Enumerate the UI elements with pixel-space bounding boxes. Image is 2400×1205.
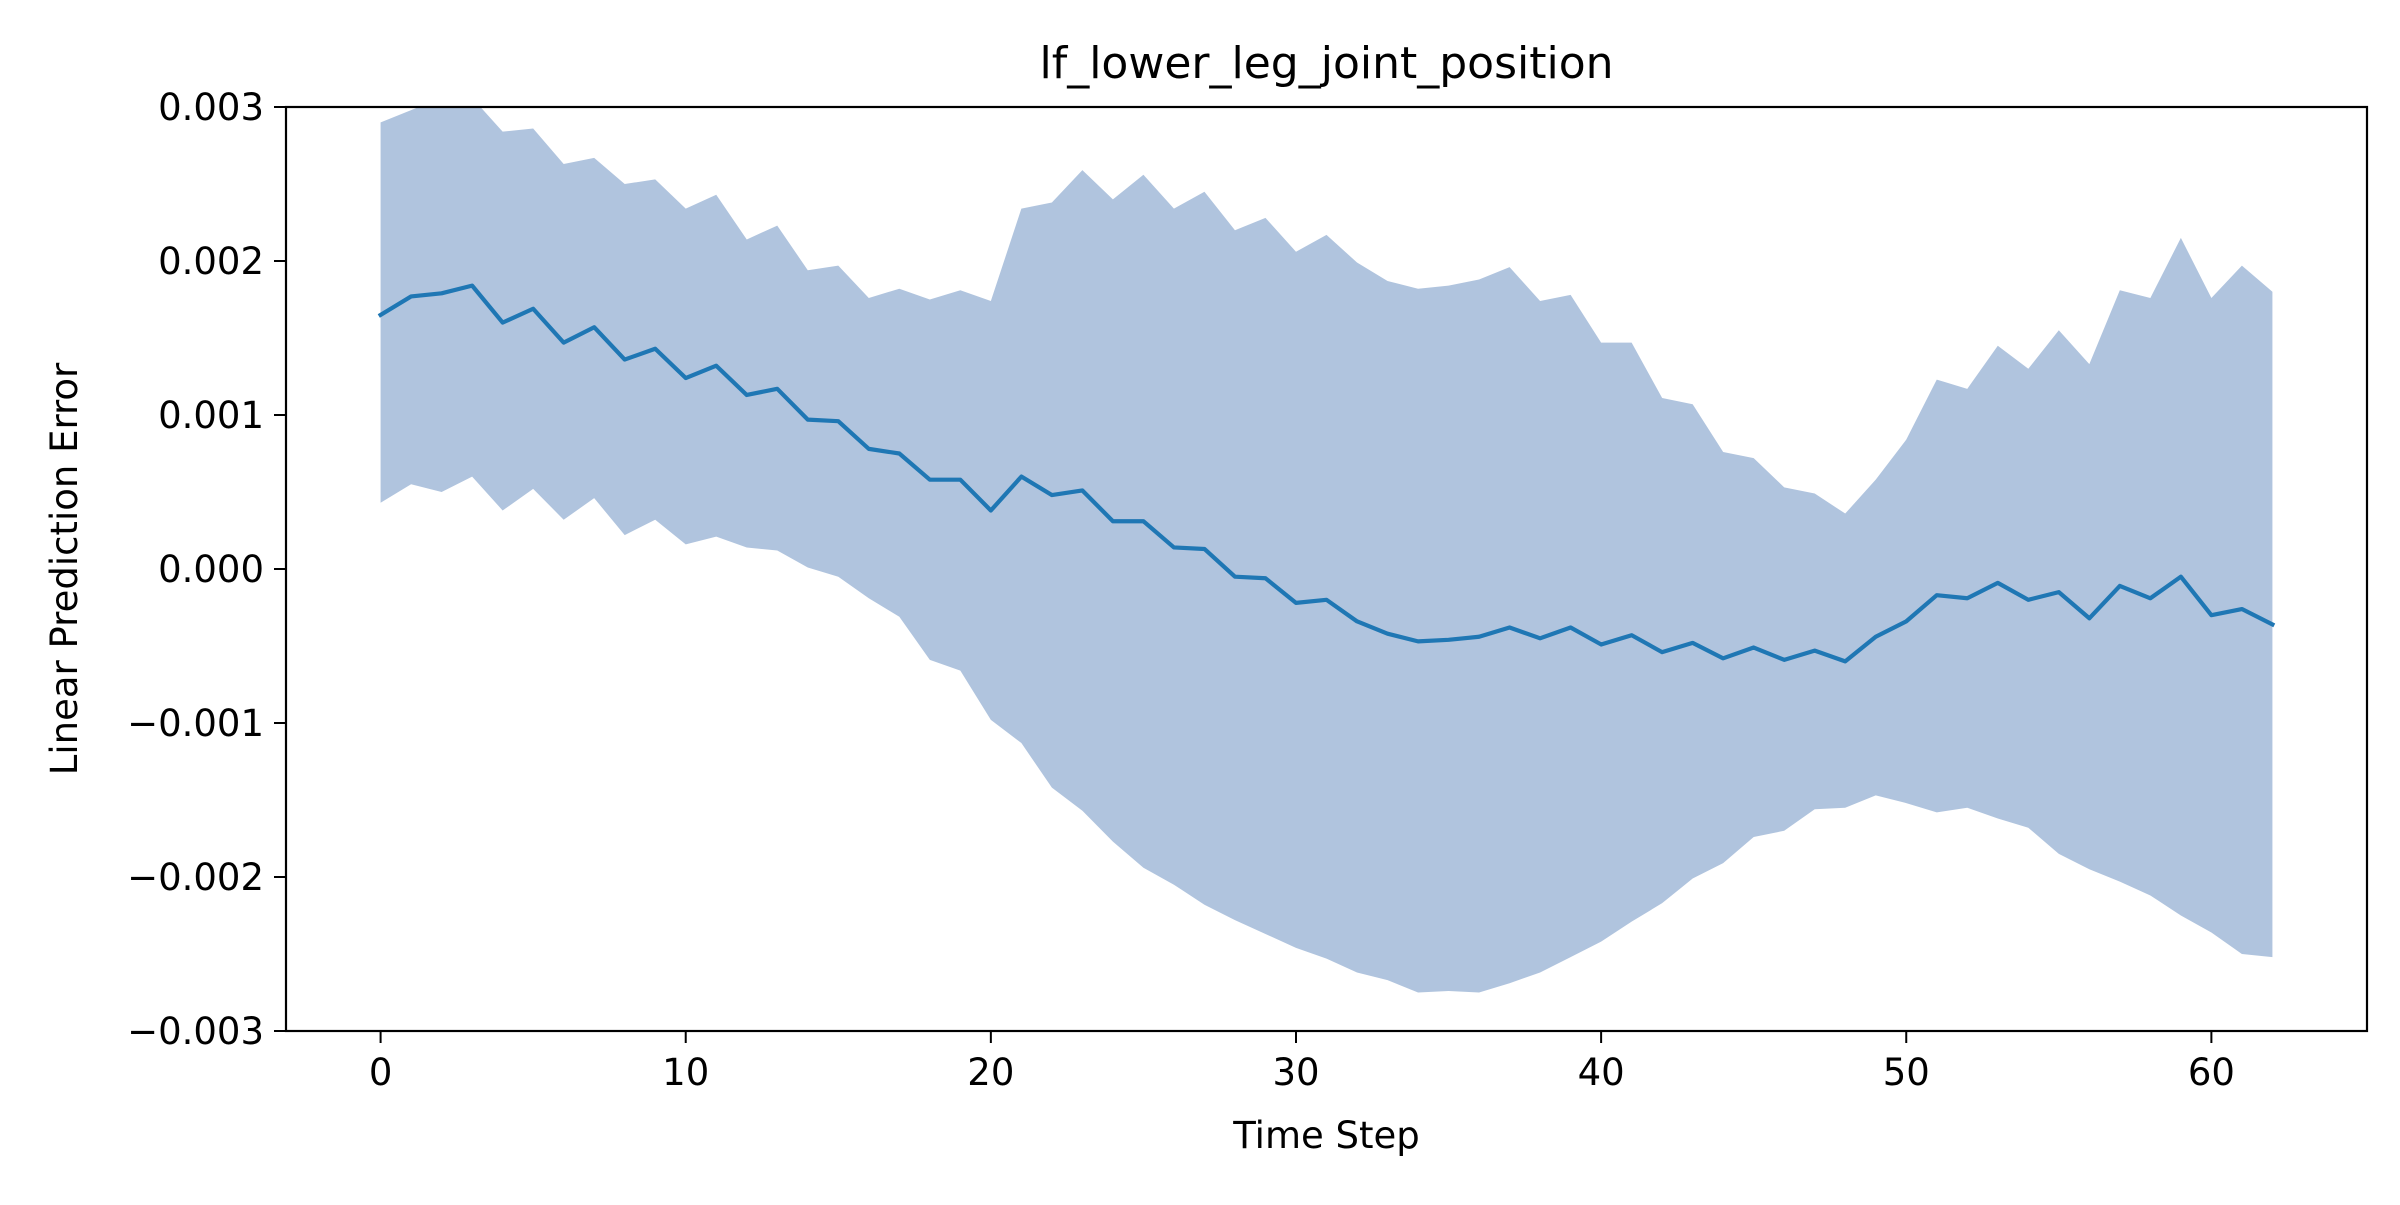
x-tick-label: 0 <box>369 1051 393 1094</box>
y-tick-label: 0.003 <box>158 86 264 129</box>
y-tick-label: −0.003 <box>127 1010 264 1053</box>
x-tick-label: 50 <box>1883 1051 1930 1094</box>
y-axis-ticks: −0.003 −0.002 −0.001 0.000 0.001 0.002 0.003 <box>127 86 286 1053</box>
mean-line-0 <box>377 283 2276 664</box>
x-tick-label: 20 <box>967 1051 1014 1094</box>
y-axis-label: Linear Prediction Error <box>43 362 86 775</box>
y-tick-label: 0.001 <box>158 394 264 437</box>
y-tick-label: 0.002 <box>158 240 264 283</box>
y-tick-label: −0.001 <box>127 702 264 745</box>
x-axis-label: Time Step <box>1232 1114 1420 1157</box>
confidence-band-layer <box>380 107 2273 993</box>
confidence-band-0 <box>380 107 2273 993</box>
x-tick-label: 40 <box>1578 1051 1625 1094</box>
x-tick-label: 30 <box>1272 1051 1319 1094</box>
y-tick-label: 0.000 <box>158 548 264 591</box>
x-axis-ticks: 0 10 20 30 40 50 60 <box>369 1031 2235 1094</box>
y-tick-label: −0.002 <box>127 856 264 899</box>
mean-line-layer <box>377 283 2276 664</box>
chart-title: lf_lower_leg_joint_position <box>1039 38 1613 89</box>
x-tick-label: 10 <box>662 1051 709 1094</box>
x-tick-label: 60 <box>2188 1051 2235 1094</box>
